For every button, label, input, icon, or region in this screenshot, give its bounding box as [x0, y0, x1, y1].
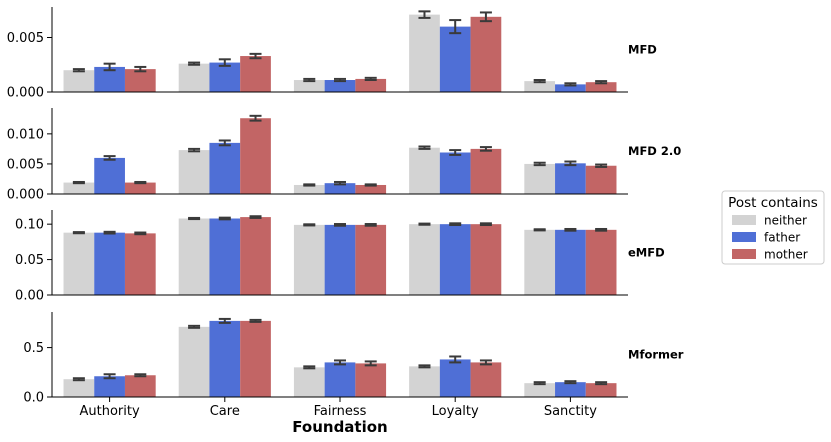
bar-mfd-loyalty-mother	[470, 16, 502, 92]
bar-mfd2.0-authority-mother	[124, 182, 156, 194]
bar-mfd-loyalty-father	[439, 26, 471, 92]
bar-emfd-loyalty-mother	[470, 224, 502, 295]
bar-mformer-loyalty-mother	[470, 362, 502, 397]
bar-mfd2.0-authority-neither	[63, 182, 95, 194]
bar-emfd-authority-neither	[63, 232, 95, 295]
bar-mfd2.0-loyalty-father	[439, 152, 471, 194]
y-tick-label: 0.005	[7, 31, 44, 46]
bar-emfd-sanctity-mother	[585, 229, 617, 295]
bar-mformer-fairness-mother	[355, 363, 387, 397]
bar-mfd-care-neither	[178, 63, 210, 92]
bar-emfd-sanctity-neither	[524, 229, 556, 295]
bar-mfd2.0-sanctity-mother	[585, 165, 617, 194]
bar-mfd2.0-sanctity-neither	[524, 163, 556, 194]
y-tick-label: 0.5	[23, 341, 44, 356]
legend-swatch-father	[732, 232, 756, 242]
bar-mfd-sanctity-neither	[524, 81, 556, 92]
facet-label: eMFD	[628, 246, 665, 260]
y-tick-label: 0.000	[7, 188, 44, 203]
bar-mformer-care-neither	[178, 326, 210, 397]
legend-title: Post contains	[728, 195, 818, 211]
bar-mformer-care-mother	[240, 320, 271, 397]
bar-mformer-loyalty-father	[439, 359, 471, 397]
bar-mfd-sanctity-father	[555, 84, 586, 92]
bar-emfd-loyalty-father	[439, 224, 471, 295]
legend-label-mother: mother	[764, 248, 808, 262]
y-tick-label: 0.010	[7, 127, 44, 142]
bar-mfd-authority-neither	[63, 70, 95, 92]
bar-emfd-care-mother	[240, 217, 271, 295]
bar-mformer-loyalty-neither	[409, 366, 440, 397]
bar-emfd-authority-mother	[124, 233, 156, 295]
bar-mfd2.0-sanctity-father	[555, 163, 586, 194]
bar-mfd-care-mother	[240, 56, 271, 92]
bar-emfd-loyalty-neither	[409, 224, 440, 295]
bar-mfd2.0-care-neither	[178, 150, 210, 194]
legend-label-father: father	[764, 231, 800, 245]
bar-mfd2.0-care-mother	[240, 118, 271, 194]
bar-emfd-fairness-neither	[293, 224, 325, 295]
bar-emfd-care-neither	[178, 218, 210, 295]
bar-mfd-fairness-neither	[293, 80, 325, 92]
bar-emfd-fairness-mother	[355, 224, 387, 295]
bar-mfd2.0-loyalty-neither	[409, 147, 440, 194]
legend-label-neither: neither	[764, 214, 807, 228]
legend-box	[721, 190, 825, 265]
bar-mformer-authority-mother	[124, 375, 156, 397]
legend-swatch-mother	[732, 249, 756, 259]
facet-label: MFD 2.0	[628, 144, 681, 158]
y-tick-label: 0.000	[7, 86, 44, 101]
legend-swatch-neither	[732, 215, 756, 225]
y-tick-label: 0.00	[15, 289, 44, 304]
x-tick-label: Fairness	[314, 404, 367, 419]
facet-label: MFD	[628, 43, 657, 57]
bar-mfd2.0-authority-father	[94, 157, 125, 194]
bar-mfd2.0-care-father	[209, 142, 241, 194]
bar-mfd2.0-fairness-neither	[293, 184, 325, 194]
bar-mformer-fairness-father	[324, 362, 356, 397]
bar-mfd-sanctity-mother	[585, 82, 617, 92]
bar-mfd-loyalty-neither	[409, 14, 440, 93]
bar-mfd-authority-mother	[124, 69, 156, 92]
bar-emfd-authority-father	[94, 232, 125, 295]
bar-mfd2.0-loyalty-mother	[470, 148, 502, 194]
y-tick-label: 0.05	[15, 253, 44, 268]
x-tick-label: Authority	[80, 404, 140, 419]
bar-mfd2.0-fairness-father	[324, 183, 356, 194]
bar-mformer-care-father	[209, 320, 241, 397]
y-tick-label: 0.10	[15, 218, 44, 233]
x-tick-label: Care	[210, 404, 240, 419]
bar-mfd2.0-fairness-mother	[355, 184, 387, 194]
facet-label: Mformer	[628, 348, 684, 362]
bar-mformer-fairness-neither	[293, 367, 325, 397]
bar-emfd-sanctity-father	[555, 229, 586, 295]
bar-emfd-care-father	[209, 218, 241, 295]
bar-mformer-authority-neither	[63, 379, 95, 397]
y-tick-label: 0.005	[7, 157, 44, 172]
bar-mfd-fairness-father	[324, 80, 356, 92]
bar-mfd-fairness-mother	[355, 78, 387, 92]
x-tick-label: Loyalty	[432, 404, 479, 419]
x-axis-title: Foundation	[292, 418, 387, 436]
bar-mformer-sanctity-father	[555, 382, 586, 397]
bar-emfd-fairness-father	[324, 224, 356, 295]
bar-mformer-sanctity-neither	[524, 383, 556, 397]
bar-mfd-care-father	[209, 62, 241, 92]
x-tick-label: Sanctity	[544, 404, 597, 419]
bar-mformer-authority-father	[94, 376, 125, 397]
bar-mformer-sanctity-mother	[585, 383, 617, 397]
y-tick-label: 0.0	[23, 391, 44, 406]
